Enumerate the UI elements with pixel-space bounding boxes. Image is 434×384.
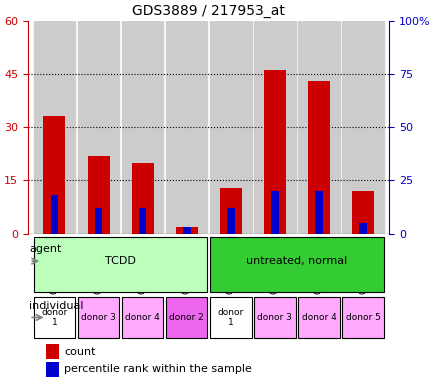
Text: agent: agent xyxy=(29,244,62,254)
Bar xyxy=(253,21,295,234)
Bar xyxy=(298,21,339,234)
Bar xyxy=(50,195,58,234)
Text: donor 4: donor 4 xyxy=(125,313,160,322)
Text: untreated, normal: untreated, normal xyxy=(246,256,347,266)
Bar xyxy=(227,208,234,234)
Bar xyxy=(298,297,339,338)
Text: donor
1: donor 1 xyxy=(41,308,67,327)
Text: TCDD: TCDD xyxy=(105,256,136,266)
Bar xyxy=(210,21,251,234)
Bar xyxy=(358,223,366,234)
Bar xyxy=(46,344,59,359)
Bar xyxy=(122,297,163,338)
Bar xyxy=(351,191,373,234)
Text: donor 4: donor 4 xyxy=(301,313,335,322)
Text: donor
1: donor 1 xyxy=(217,308,243,327)
Bar xyxy=(175,227,197,234)
Bar xyxy=(342,21,383,234)
Bar xyxy=(307,81,329,234)
Bar xyxy=(253,297,295,338)
Bar xyxy=(138,208,146,234)
Text: donor 3: donor 3 xyxy=(257,313,292,322)
Bar xyxy=(95,208,102,234)
Bar xyxy=(166,21,207,234)
Bar xyxy=(87,156,109,234)
Bar xyxy=(210,237,383,291)
Title: GDS3889 / 217953_at: GDS3889 / 217953_at xyxy=(132,4,285,18)
Bar xyxy=(43,116,66,234)
Bar xyxy=(78,297,119,338)
Text: donor 3: donor 3 xyxy=(81,313,116,322)
Text: individual: individual xyxy=(29,301,84,311)
Bar xyxy=(182,227,190,234)
Text: donor 5: donor 5 xyxy=(345,313,380,322)
Bar xyxy=(46,362,59,377)
Bar xyxy=(219,187,241,234)
Text: count: count xyxy=(64,347,95,357)
Bar xyxy=(34,237,207,291)
Bar xyxy=(132,163,153,234)
Bar xyxy=(122,21,163,234)
Bar xyxy=(34,21,75,234)
Bar xyxy=(270,191,278,234)
Text: donor 2: donor 2 xyxy=(169,313,204,322)
Bar xyxy=(210,297,251,338)
Bar xyxy=(78,21,119,234)
Bar xyxy=(263,70,285,234)
Bar xyxy=(166,297,207,338)
Bar xyxy=(342,297,383,338)
Bar xyxy=(314,191,322,234)
Text: percentile rank within the sample: percentile rank within the sample xyxy=(64,364,251,374)
Bar xyxy=(34,297,75,338)
